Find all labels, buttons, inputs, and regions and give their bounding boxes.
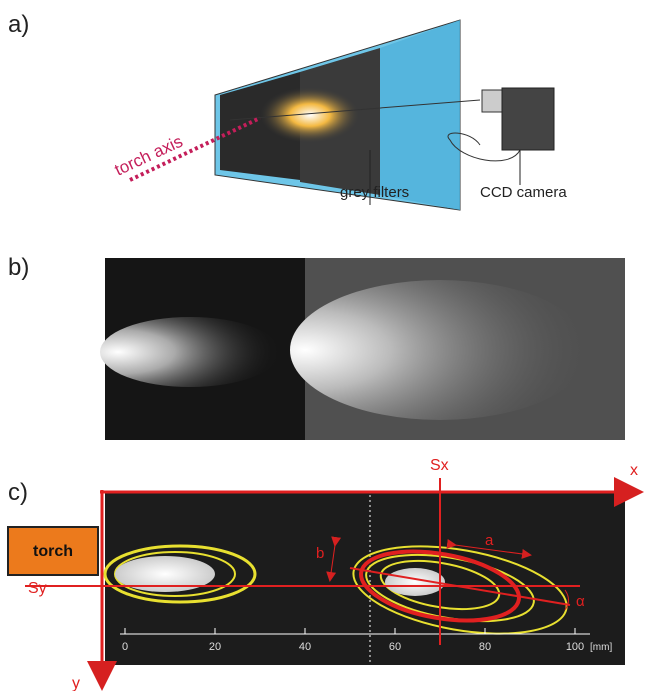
axis-label: y	[72, 675, 80, 691]
torch-label: torch	[33, 543, 73, 560]
panel-label: b)	[8, 254, 29, 281]
axis-b-label: b	[316, 545, 324, 562]
setup-drawing	[130, 20, 554, 210]
scale-label: 40	[299, 641, 311, 653]
scale-label: 100	[566, 641, 584, 653]
sy-label: Sy	[28, 580, 47, 597]
photo	[100, 258, 625, 440]
panel-label: c)	[8, 479, 28, 506]
sx-label: Sx	[430, 457, 449, 474]
scale-label: 20	[209, 641, 221, 653]
panel-label: a)	[8, 11, 29, 38]
angle-label: α	[576, 593, 585, 610]
scale-label: 80	[479, 641, 491, 653]
scale-label: 60	[389, 641, 401, 653]
axis-a-label: a	[485, 532, 494, 549]
annotation: CCD camera	[480, 184, 567, 201]
contour-image	[105, 492, 625, 665]
axis-label: x	[630, 462, 638, 479]
annotation: grey filters	[340, 184, 409, 201]
scale-unit: [mm]	[590, 642, 612, 653]
figure: a) torch axis grey filters CCD camera b)…	[0, 0, 645, 691]
scale-label: 0	[122, 641, 128, 653]
